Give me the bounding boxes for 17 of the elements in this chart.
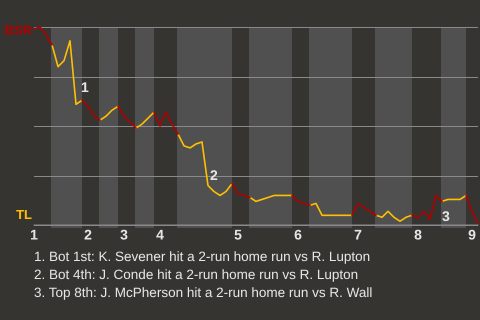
text: TL <box>16 206 32 222</box>
x-tick-label: 6 <box>294 226 302 242</box>
series-label: BSR <box>4 22 33 38</box>
text: 1. Bot 1st: K. Sevener hit a 2-run home run vs R. Lupton <box>34 248 372 266</box>
annotation: 2 <box>210 167 218 183</box>
annotation: 3 <box>442 208 450 224</box>
x-tick-label: 5 <box>234 226 242 242</box>
x-tick-label: 3 <box>120 226 128 242</box>
x-tick-label: 2 <box>84 226 92 242</box>
x-tick-label: 8 <box>414 226 422 242</box>
x-tick-label: 9 <box>468 226 476 242</box>
annotation: 1 <box>81 79 89 95</box>
x-tick-label: 4 <box>156 226 164 242</box>
text: 2. Bot 4th: J. Conde hit a 2-run home run vs R. Lupton <box>34 266 360 284</box>
x-tick-label: 1 <box>30 226 38 242</box>
text: 3. Top 8th: J. McPherson hit a 2-run home run vs R. Wall <box>34 284 372 302</box>
x-tick-label: 7 <box>354 226 362 242</box>
